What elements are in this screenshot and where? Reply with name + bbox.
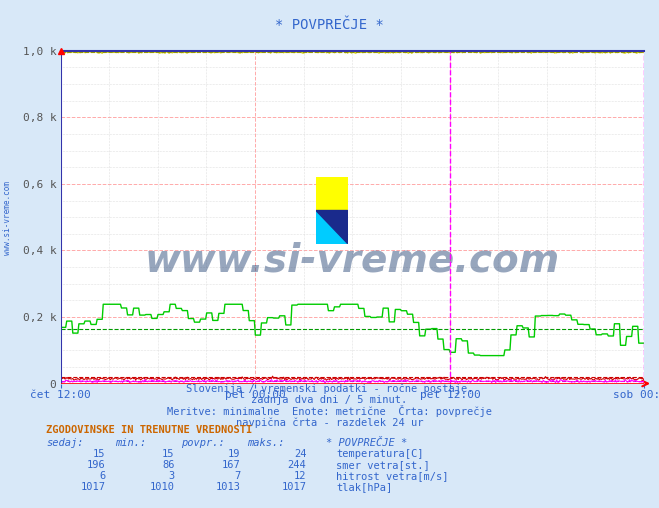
Text: 1010: 1010 xyxy=(150,482,175,492)
Text: zadnja dva dni / 5 minut.: zadnja dva dni / 5 minut. xyxy=(251,395,408,405)
Text: 24: 24 xyxy=(294,449,306,459)
Text: * POVPREČJE *: * POVPREČJE * xyxy=(275,18,384,32)
Text: 1013: 1013 xyxy=(215,482,241,492)
Text: 244: 244 xyxy=(288,460,306,470)
Text: 12: 12 xyxy=(294,471,306,481)
Text: www.si-vreme.com: www.si-vreme.com xyxy=(144,241,560,279)
Text: 6: 6 xyxy=(100,471,105,481)
Text: Slovenija / vremenski podatki - ročne postaje.: Slovenija / vremenski podatki - ročne po… xyxy=(186,384,473,394)
Text: povpr.:: povpr.: xyxy=(181,437,225,448)
Text: navpična črta - razdelek 24 ur: navpična črta - razdelek 24 ur xyxy=(236,417,423,428)
Text: 15: 15 xyxy=(162,449,175,459)
Text: 196: 196 xyxy=(87,460,105,470)
Text: Meritve: minimalne  Enote: metrične  Črta: povprečje: Meritve: minimalne Enote: metrične Črta:… xyxy=(167,404,492,417)
Polygon shape xyxy=(316,177,348,243)
Polygon shape xyxy=(316,210,348,243)
Text: smer vetra[st.]: smer vetra[st.] xyxy=(336,460,430,470)
Polygon shape xyxy=(316,210,348,243)
Text: ZGODOVINSKE IN TRENUTNE VREDNOSTI: ZGODOVINSKE IN TRENUTNE VREDNOSTI xyxy=(46,425,252,435)
Text: 19: 19 xyxy=(228,449,241,459)
Text: 86: 86 xyxy=(162,460,175,470)
Text: min.:: min.: xyxy=(115,437,146,448)
Text: 1017: 1017 xyxy=(80,482,105,492)
Text: www.si-vreme.com: www.si-vreme.com xyxy=(3,181,13,256)
Text: 1017: 1017 xyxy=(281,482,306,492)
Text: hitrost vetra[m/s]: hitrost vetra[m/s] xyxy=(336,471,449,481)
Text: tlak[hPa]: tlak[hPa] xyxy=(336,482,392,492)
Text: 7: 7 xyxy=(235,471,241,481)
Polygon shape xyxy=(316,210,348,243)
Text: 3: 3 xyxy=(169,471,175,481)
Text: 167: 167 xyxy=(222,460,241,470)
Polygon shape xyxy=(316,210,348,243)
Text: maks.:: maks.: xyxy=(247,437,285,448)
Text: temperatura[C]: temperatura[C] xyxy=(336,449,424,459)
Text: * POVPREČJE *: * POVPREČJE * xyxy=(326,437,407,448)
Text: 15: 15 xyxy=(93,449,105,459)
Polygon shape xyxy=(316,217,332,243)
Text: sedaj:: sedaj: xyxy=(46,437,84,448)
